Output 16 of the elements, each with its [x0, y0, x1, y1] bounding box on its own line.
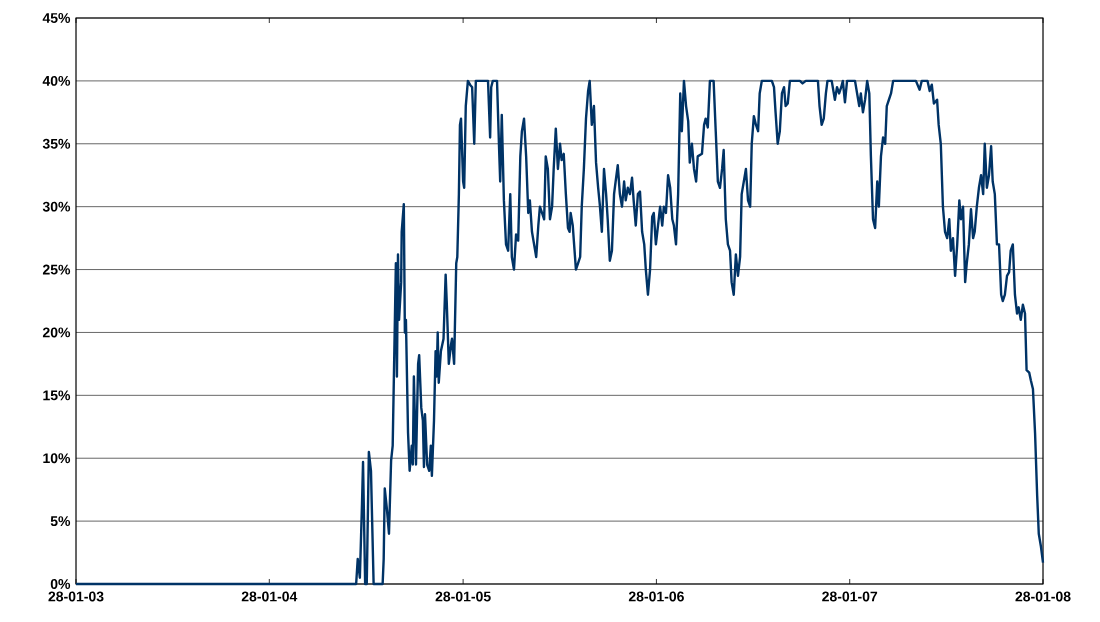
y-tick-label: 10%	[43, 453, 71, 464]
x-tick-label: 28-01-03	[48, 591, 104, 602]
x-tick-label: 28-01-07	[822, 591, 878, 602]
y-tick-label: 5%	[50, 516, 71, 527]
y-tick-label: 0%	[50, 579, 71, 589]
x-tick-label: 28-01-05	[435, 591, 491, 602]
y-tick-label: 40%	[42, 75, 71, 86]
y-tick-label: 30%	[42, 201, 71, 212]
x-tick-label: 28-01-08	[1015, 591, 1071, 602]
x-tick-label: 28-01-06	[628, 591, 684, 602]
y-tick-label: 25%	[42, 264, 71, 275]
y-tick-label: 35%	[42, 138, 71, 149]
y-tick-label: 45%	[42, 13, 71, 23]
y-tick-label: 20%	[42, 327, 71, 338]
x-tick-label: 28-01-04	[241, 591, 298, 602]
y-tick-label: 15%	[43, 390, 71, 401]
